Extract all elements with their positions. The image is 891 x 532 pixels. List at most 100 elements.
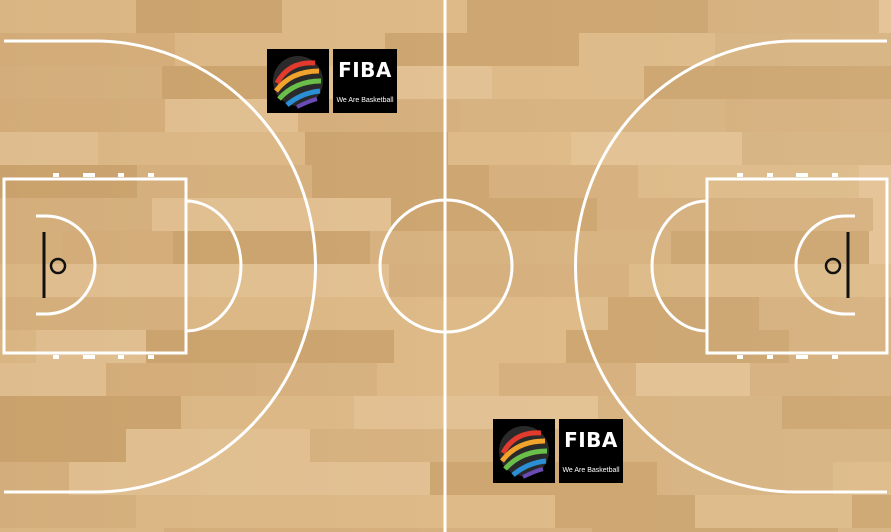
fiba-logo-bottom: FIBA We Are Basketball	[493, 419, 623, 483]
floor-plank	[106, 363, 256, 396]
floor-plank	[256, 363, 377, 396]
floor-plank	[0, 165, 137, 198]
floor-plank	[555, 495, 695, 528]
fiba-ball-icon	[267, 49, 329, 113]
floor-plank	[629, 264, 863, 297]
floor-plank	[759, 297, 878, 330]
floor-plank	[126, 429, 310, 462]
floor-plank	[175, 264, 389, 297]
floor-plank	[268, 330, 394, 363]
left-free-throw-arc	[185, 199, 243, 333]
floor-plank	[750, 363, 891, 396]
floor-plank	[0, 132, 98, 165]
floor-plank	[636, 363, 750, 396]
floor-plank	[137, 165, 312, 198]
fiba-word: FIBA	[564, 428, 618, 452]
fiba-word: FIBA	[338, 58, 392, 82]
floor-plank	[592, 528, 838, 532]
floor-plank	[0, 462, 69, 495]
floor-plank	[173, 231, 370, 264]
left-three-point-line	[4, 39, 317, 494]
right-restricted-arc	[794, 214, 855, 316]
floor-plank	[0, 330, 36, 363]
fiba-logo-top: FIBA We Are Basketball	[267, 49, 397, 113]
floor-plank	[370, 231, 493, 264]
floor-plank	[0, 528, 164, 532]
floor-plank	[377, 363, 499, 396]
floor-plank	[62, 231, 173, 264]
floor-plank	[152, 198, 391, 231]
fiba-wordmark: FIBA We Are Basketball	[559, 419, 623, 483]
floor-plank	[644, 66, 891, 99]
left-key	[2, 177, 188, 355]
right-hoop	[824, 257, 842, 275]
floor-plank	[0, 0, 136, 33]
floor-plank	[879, 0, 891, 33]
floor-plank	[460, 99, 581, 132]
floor-plank	[394, 330, 566, 363]
floor-plank	[0, 429, 126, 462]
lane-hash-marks	[53, 173, 838, 359]
floor-plank	[838, 528, 891, 532]
floor-plank	[372, 528, 592, 532]
floor-plank	[579, 33, 715, 66]
floor-plank	[782, 396, 891, 429]
floor-plank	[69, 462, 262, 495]
left-hoop	[49, 257, 67, 275]
floor-plank	[0, 66, 162, 99]
floor-plank	[742, 132, 891, 165]
floor-plank	[695, 495, 852, 528]
fiba-tagline: We Are Basketball	[336, 97, 394, 104]
floor-plank	[164, 528, 372, 532]
floor-plank	[0, 396, 181, 429]
floor-plank	[0, 495, 136, 528]
right-key	[705, 177, 889, 355]
left-restricted-arc	[36, 214, 97, 316]
floor-plank	[312, 165, 489, 198]
floor-plank	[0, 231, 62, 264]
floor-plank	[146, 330, 268, 363]
floor-plank	[729, 429, 891, 462]
floor-plank	[833, 462, 891, 495]
floor-plank	[98, 132, 305, 165]
right-free-throw-arc	[650, 199, 708, 333]
floor-plank	[181, 396, 354, 429]
center-circle	[378, 198, 514, 334]
floor-plank	[136, 495, 344, 528]
floor-plank	[448, 132, 571, 165]
fiba-ball-icon	[493, 419, 555, 483]
fiba-wordmark: FIBA We Are Basketball	[333, 49, 397, 113]
floor-plank	[188, 297, 424, 330]
floor-plank	[571, 132, 742, 165]
floor-plank	[708, 0, 879, 33]
floor-plank	[0, 33, 175, 66]
floor-plank	[598, 396, 782, 429]
floor-plank	[657, 462, 833, 495]
right-three-point-line	[574, 39, 887, 494]
floor-plank	[344, 495, 555, 528]
floor-plank	[0, 99, 165, 132]
floor-plank	[282, 0, 467, 33]
floor-plank	[715, 33, 891, 66]
floor-plank	[385, 33, 579, 66]
floor-plank	[878, 297, 891, 330]
floor-plank	[671, 231, 869, 264]
floor-plank	[0, 264, 42, 297]
floor-plank	[638, 165, 859, 198]
floor-plank	[0, 297, 188, 330]
floor-plank	[566, 330, 789, 363]
fiba-tagline: We Are Basketball	[562, 467, 620, 474]
floor-plank	[136, 0, 282, 33]
floor-plank	[489, 165, 638, 198]
floor-plank	[305, 132, 448, 165]
floor-plank	[0, 363, 106, 396]
floor-plank	[467, 0, 708, 33]
floor-plank	[354, 396, 598, 429]
floor-plank	[492, 66, 644, 99]
floor-plank	[493, 231, 671, 264]
floor-plank	[581, 99, 726, 132]
floor-plank	[499, 363, 636, 396]
